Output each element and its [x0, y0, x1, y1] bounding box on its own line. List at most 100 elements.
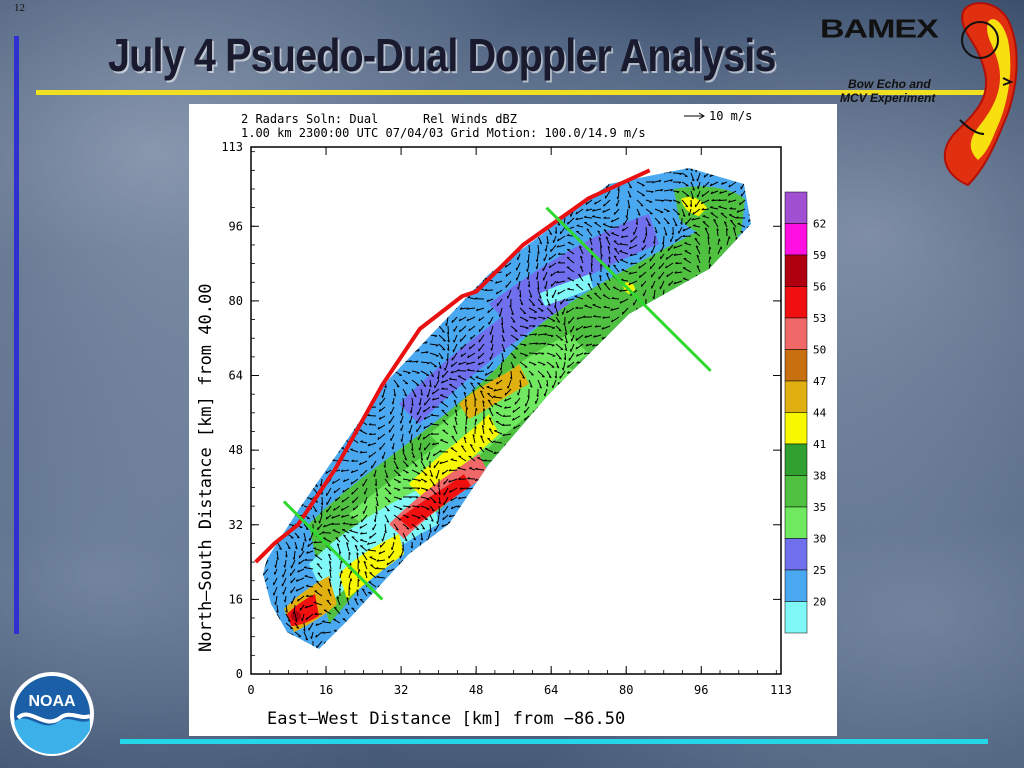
- wind-vector-head: [304, 605, 308, 609]
- wind-vector-head: [443, 340, 446, 342]
- wind-vector-head: [426, 394, 429, 398]
- wind-vector: [420, 532, 424, 541]
- wind-vector: [315, 622, 323, 627]
- wind-vector: [285, 622, 294, 630]
- wind-vector: [574, 295, 584, 300]
- wind-vector-head: [564, 348, 568, 351]
- wind-vector-head: [611, 296, 615, 299]
- wind-vector: [566, 307, 575, 314]
- wind-vector-head: [486, 299, 489, 302]
- wind-vector: [305, 613, 314, 621]
- wind-vector-head: [535, 259, 538, 263]
- wind-vector: [429, 370, 435, 377]
- wind-vector-head: [525, 327, 529, 330]
- wind-vector-head: [591, 254, 594, 258]
- wind-vector: [350, 448, 359, 453]
- wind-vector: [299, 604, 305, 611]
- wind-vector-head: [492, 440, 496, 443]
- wind-vector-head: [628, 195, 632, 198]
- wind-vector: [420, 496, 430, 500]
- wind-vector: [475, 376, 485, 381]
- wind-vector: [451, 316, 458, 323]
- wind-vector: [379, 415, 386, 420]
- wind-vector-head: [460, 382, 464, 385]
- wind-vector-head: [480, 390, 483, 393]
- wind-vector-head: [356, 552, 359, 555]
- wind-vector: [454, 409, 458, 417]
- wind-vector: [543, 253, 548, 262]
- wind-vector: [476, 307, 485, 312]
- wind-vector-head: [583, 215, 587, 218]
- wind-vector: [325, 514, 332, 520]
- noaa-logo-text: NOAA: [28, 693, 76, 710]
- wind-vector-head: [589, 272, 592, 275]
- wind-vector-head: [532, 325, 536, 328]
- wind-vector: [498, 370, 503, 378]
- wind-vector-head: [304, 558, 308, 561]
- wind-vector: [466, 361, 476, 365]
- plot-header-time-motion: 1.00 km 2300:00 UTC 07/04/03 Grid Motion…: [241, 126, 646, 140]
- wind-vector: [341, 514, 350, 518]
- wind-vector: [478, 316, 485, 322]
- wind-vector: [544, 388, 548, 397]
- wind-vector: [333, 618, 341, 624]
- wind-vector: [627, 181, 633, 189]
- wind-vector: [441, 370, 449, 378]
- wind-vector: [402, 451, 408, 461]
- wind-vector: [496, 379, 503, 385]
- wind-vector-head: [522, 376, 525, 379]
- wind-vector-head: [535, 266, 538, 270]
- wind-vector: [475, 468, 485, 471]
- wind-vector: [611, 217, 620, 223]
- wind-vector-head: [408, 430, 411, 434]
- wind-vector: [438, 487, 441, 495]
- wind-vector-head: [537, 251, 540, 255]
- wind-vector-head: [276, 610, 279, 613]
- wind-vector-head: [325, 516, 328, 520]
- wind-vector: [415, 415, 422, 424]
- wind-vector: [401, 433, 404, 442]
- wind-vector: [433, 451, 440, 457]
- wind-vector-head: [526, 269, 528, 272]
- wind-vector-head: [430, 432, 433, 435]
- wind-vector: [436, 469, 440, 479]
- wind-vector-head: [532, 304, 536, 307]
- wind-vector-head: [487, 310, 490, 314]
- wind-vector-head: [463, 391, 467, 395]
- wind-vector: [433, 460, 440, 469]
- wind-vector-head: [474, 426, 477, 429]
- wind-vector: [390, 433, 395, 442]
- wind-vector: [628, 271, 638, 275]
- wind-vector-head: [488, 428, 492, 431]
- wind-vector: [411, 379, 420, 386]
- wind-vector-head: [376, 503, 379, 507]
- wind-vector: [501, 316, 504, 326]
- wind-vector-head: [544, 325, 548, 328]
- wind-vector-head: [405, 465, 409, 467]
- wind-vector: [438, 496, 441, 504]
- wind-vector: [429, 334, 438, 337]
- wind-vector-head: [429, 422, 433, 425]
- wind-vector: [301, 613, 305, 622]
- wind-vector-head: [540, 303, 544, 306]
- wind-vector-head: [585, 208, 589, 212]
- wind-vector-head: [352, 500, 354, 504]
- wind-vector-head: [340, 580, 343, 584]
- wind-vector-head: [619, 242, 623, 245]
- wind-vector: [649, 262, 656, 270]
- wind-vector: [537, 298, 544, 306]
- wind-vector: [585, 199, 593, 205]
- wind-vector: [411, 442, 414, 451]
- wind-vector-head: [555, 281, 559, 284]
- wind-vector: [617, 190, 620, 200]
- wind-vector: [426, 451, 431, 460]
- wind-vector: [488, 316, 494, 325]
- wind-vector-head: [384, 530, 387, 534]
- wind-vector: [424, 442, 431, 451]
- wind-vector-head: [346, 542, 349, 545]
- wind-vector-head: [544, 248, 547, 252]
- wind-vector: [346, 597, 350, 606]
- wind-vector-head: [323, 524, 326, 528]
- wind-vector-head: [524, 417, 526, 421]
- wind-vector-head: [377, 437, 380, 440]
